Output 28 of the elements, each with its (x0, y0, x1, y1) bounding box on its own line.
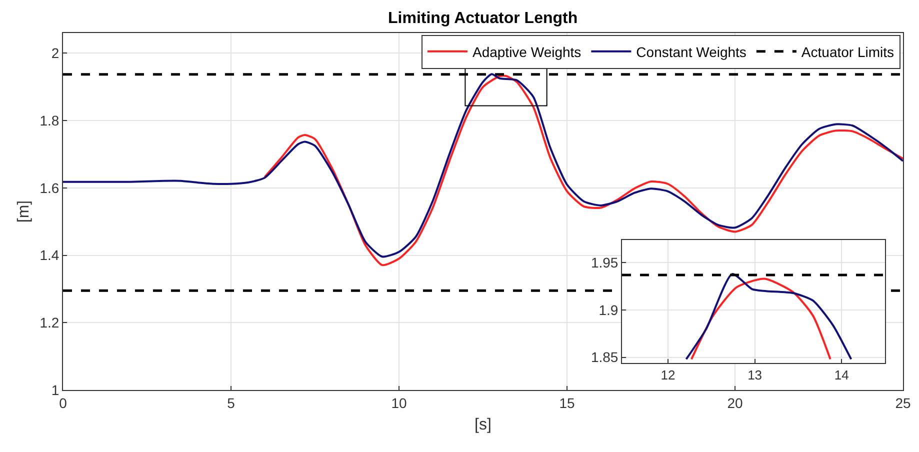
line-series (63, 73, 903, 258)
x-tick-label: 25 (895, 394, 911, 411)
x-tick-label: 10 (391, 394, 407, 411)
line-series (264, 75, 903, 266)
legend-label: Constant Weights (636, 44, 746, 60)
y-tick-label: 1.2 (40, 314, 60, 331)
y-tick-label: 1.4 (40, 247, 60, 264)
y-tick-label: 1.6 (40, 180, 60, 196)
x-tick-label: 5 (227, 394, 236, 411)
y-tick-label: 1.8 (40, 112, 60, 128)
y-tick-label: 1 (51, 382, 60, 398)
y-tick-label: 1.9 (598, 302, 618, 318)
y-axis-title: [m] (16, 200, 33, 223)
x-axis-title: [s] (474, 416, 492, 434)
chart-title: Limiting Actuator Length (388, 10, 578, 27)
line-series (685, 273, 852, 360)
legend-label: Adaptive Weights (472, 44, 582, 60)
x-tick-label: 13 (748, 368, 762, 383)
x-tick-label: 20 (727, 394, 743, 411)
x-tick-label: 12 (660, 368, 676, 383)
x-tick-label: 15 (559, 394, 575, 411)
y-tick-label: 2 (51, 45, 60, 62)
y-tick-label: 1.95 (590, 254, 618, 271)
x-tick-label: 0 (59, 394, 68, 411)
x-tick-label: 14 (834, 368, 849, 383)
y-tick-label: 1.85 (590, 349, 618, 366)
line-series (690, 278, 832, 360)
legend-label: Actuator Limits (801, 44, 894, 60)
